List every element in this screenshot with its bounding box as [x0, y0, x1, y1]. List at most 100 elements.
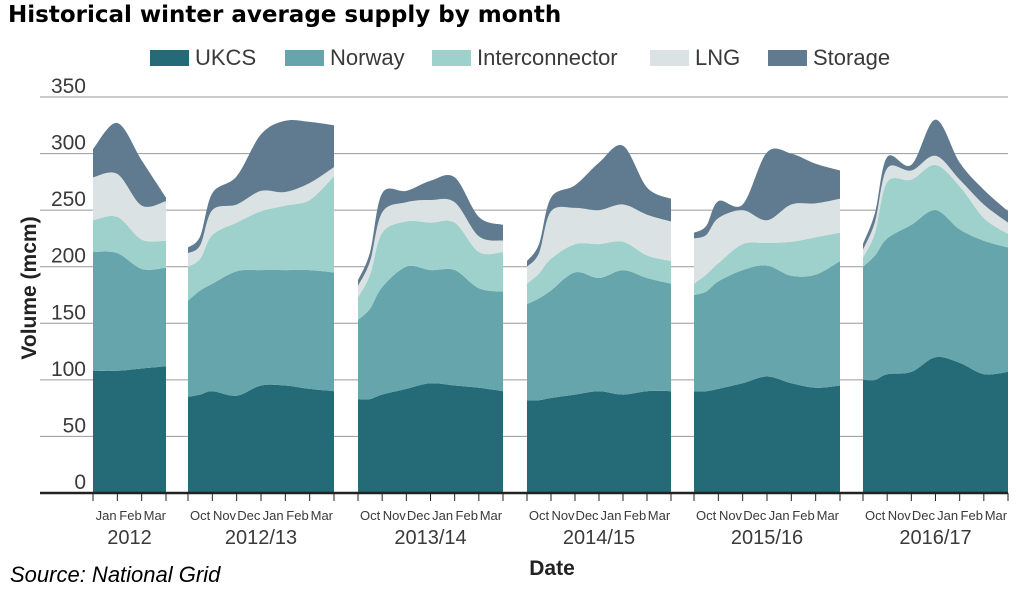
plot-area — [93, 119, 1008, 493]
y-axis-title: Volume (mcm) — [18, 216, 41, 359]
month-label-mar: Mar — [144, 508, 167, 523]
month-label-dec: Dec — [743, 508, 767, 523]
area-storage-2014-15 — [527, 144, 671, 267]
area-lng-2015-16 — [694, 198, 840, 284]
month-label-mar: Mar — [648, 508, 671, 523]
legend-label-interconnector: Interconnector — [477, 45, 618, 70]
month-label-oct: Oct — [696, 508, 717, 523]
month-label-nov: Nov — [719, 508, 743, 523]
winter-label-2016-17: 2016/17 — [899, 527, 971, 549]
area-storage-2012-13 — [188, 119, 334, 254]
month-label-jan: Jan — [263, 508, 284, 523]
area-interconnector-2012 — [93, 215, 166, 270]
winter-label-2012: 2012 — [107, 527, 152, 549]
axes — [40, 491, 1009, 501]
area-norway-2016-17 — [863, 210, 1008, 381]
winter-label-2015-16: 2015/16 — [731, 527, 803, 549]
legend-label-norway: Norway — [330, 45, 405, 70]
gridlines — [40, 96, 1008, 437]
month-label-nov: Nov — [888, 508, 912, 523]
month-label-mar: Mar — [480, 508, 503, 523]
area-ukcs-2014-15 — [527, 390, 671, 493]
area-storage-2013-14 — [358, 174, 503, 286]
winter-label-2012-13: 2012/13 — [225, 527, 297, 549]
x-axis-title: Date — [529, 557, 575, 580]
area-ukcs-2012-13 — [188, 384, 334, 493]
month-label-dec: Dec — [237, 508, 261, 523]
y-tick-label-150: 150 — [51, 301, 86, 324]
month-label-jan: Jan — [769, 508, 790, 523]
legend-label-ukcs: UKCS — [195, 45, 256, 70]
month-label-feb: Feb — [119, 508, 141, 523]
y-tick-label-250: 250 — [51, 188, 86, 211]
winter-panel-2013-14 — [358, 174, 503, 493]
winter-label-2014-15: 2014/15 — [563, 527, 635, 549]
area-interconnector-2013-14 — [358, 220, 503, 320]
month-label-dec: Dec — [912, 508, 936, 523]
area-norway-2014-15 — [527, 270, 671, 401]
legend-swatch-norway — [285, 50, 324, 66]
legend-label-lng: LNG — [695, 45, 740, 70]
month-label-jan: Jan — [601, 508, 622, 523]
winter-panel-2012 — [93, 122, 166, 493]
area-ukcs-2016-17 — [863, 356, 1008, 493]
month-label-mar: Mar — [311, 508, 334, 523]
month-label-feb: Feb — [624, 508, 646, 523]
month-label-mar: Mar — [817, 508, 840, 523]
y-tick-label-50: 50 — [63, 414, 86, 437]
legend-label-storage: Storage — [813, 45, 890, 70]
month-label-dec: Dec — [407, 508, 431, 523]
area-interconnector-2014-15 — [527, 241, 671, 305]
month-label-feb: Feb — [792, 508, 814, 523]
month-label-feb: Feb — [286, 508, 308, 523]
legend-swatch-interconnector — [432, 50, 471, 66]
legend-swatch-storage — [768, 50, 807, 66]
month-label-nov: Nov — [551, 508, 575, 523]
winter-panel-2015-16 — [694, 148, 840, 493]
month-label-nov: Nov — [383, 508, 407, 523]
y-tick-label-200: 200 — [51, 245, 86, 268]
y-tick-label-0: 0 — [74, 471, 86, 494]
legend-item-interconnector: Interconnector — [432, 45, 618, 70]
chart-title: Historical winter average supply by mont… — [8, 2, 562, 28]
month-label-jan: Jan — [96, 508, 117, 523]
month-label-oct: Oct — [190, 508, 211, 523]
y-tick-label-350: 350 — [51, 75, 86, 98]
area-lng-2013-14 — [358, 198, 503, 298]
source-note: Source: National Grid — [10, 562, 221, 587]
area-storage-2015-16 — [694, 148, 840, 239]
month-label-oct: Oct — [865, 508, 886, 523]
area-ukcs-2013-14 — [358, 383, 503, 493]
area-interconnector-2016-17 — [863, 164, 1008, 267]
area-interconnector-2015-16 — [694, 232, 840, 295]
area-lng-2012 — [93, 172, 166, 242]
y-tick-label-300: 300 — [51, 132, 86, 155]
legend-item-norway: Norway — [285, 45, 405, 70]
month-label-jan: Jan — [432, 508, 453, 523]
area-norway-2015-16 — [694, 261, 840, 392]
winter-panel-2016-17 — [863, 119, 1008, 493]
legend-item-storage: Storage — [768, 45, 890, 70]
legend: UKCS Norway Interconnector LNG Storage — [150, 45, 890, 70]
legend-swatch-ukcs — [150, 50, 189, 66]
area-interconnector-2012-13 — [188, 176, 334, 301]
y-tick-label-100: 100 — [51, 358, 86, 381]
month-label-mar: Mar — [985, 508, 1008, 523]
winter-label-2013-14: 2013/14 — [394, 527, 466, 549]
month-label-feb: Feb — [456, 508, 478, 523]
legend-item-ukcs: UKCS — [150, 45, 256, 70]
area-storage-2012 — [93, 122, 166, 207]
area-lng-2012-13 — [188, 167, 334, 267]
area-norway-2012-13 — [188, 269, 334, 397]
month-label-oct: Oct — [529, 508, 550, 523]
area-lng-2016-17 — [863, 155, 1008, 258]
month-label-dec: Dec — [575, 508, 599, 523]
winter-panel-2012-13 — [188, 119, 334, 493]
month-label-nov: Nov — [213, 508, 237, 523]
area-lng-2014-15 — [527, 204, 671, 284]
legend-item-lng: LNG — [650, 45, 740, 70]
area-ukcs-2015-16 — [694, 376, 840, 493]
month-label-oct: Oct — [360, 508, 381, 523]
